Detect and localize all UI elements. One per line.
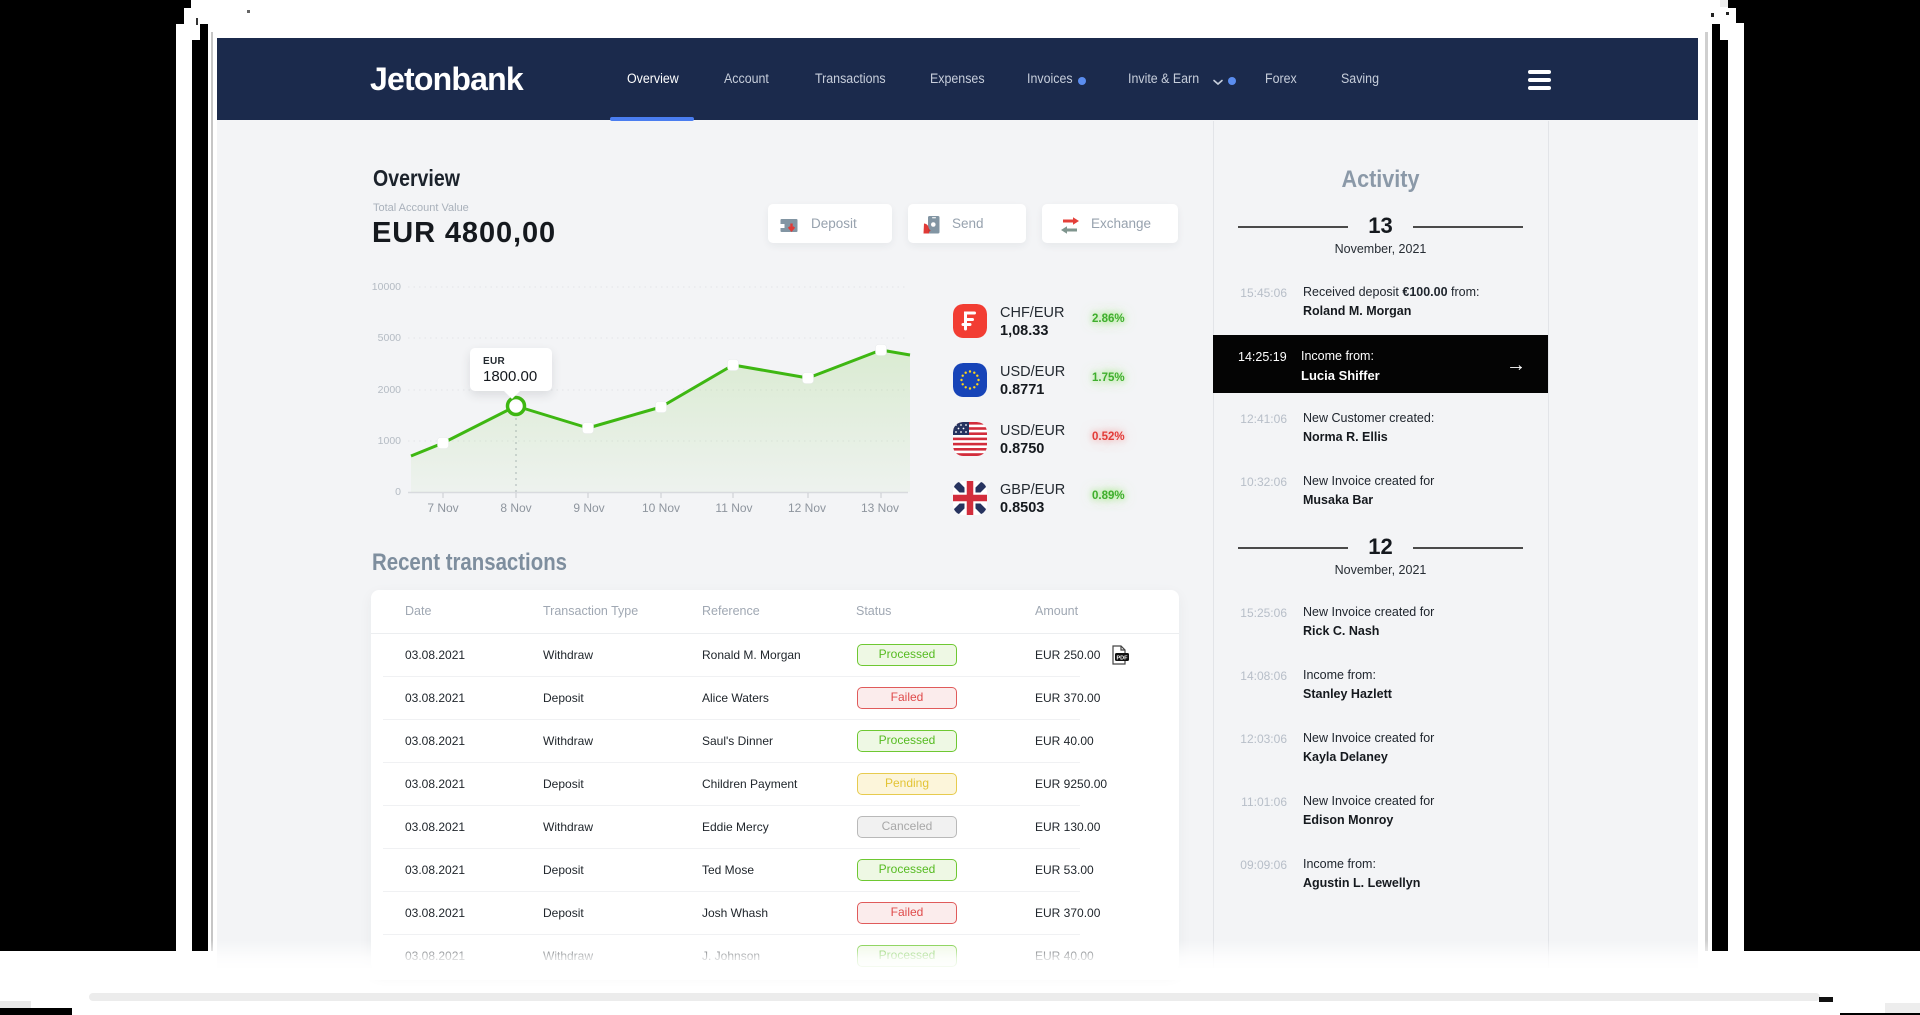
svg-text:PDF: PDF [1117, 655, 1129, 661]
